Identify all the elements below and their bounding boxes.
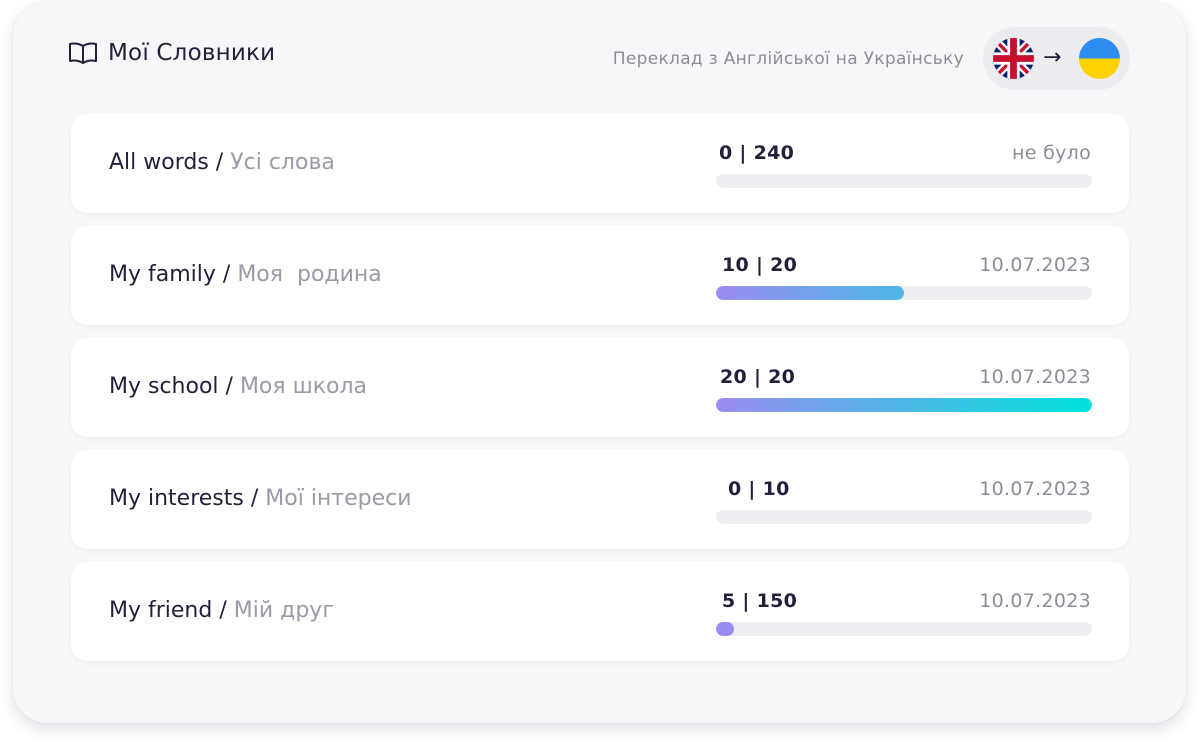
name-separator: / <box>208 150 231 175</box>
dictionary-name: All words / Усі слова <box>109 150 335 175</box>
dictionary-card-my-school[interactable]: My school / Моя школа 20 | 20 10.07.2023 <box>71 338 1129 437</box>
dictionary-name-ua: Мій друг <box>233 598 334 623</box>
uk-flag-icon <box>993 38 1034 79</box>
dictionary-name-ua: Моя родина <box>237 262 382 287</box>
name-separator: / <box>218 374 240 399</box>
last-studied-date: 10.07.2023 <box>979 590 1091 612</box>
word-count: 0 | 10 <box>728 478 790 500</box>
dictionary-name-en: All words <box>109 150 209 175</box>
dictionary-name-ua: Усі слова <box>230 150 335 175</box>
book-icon <box>69 42 97 64</box>
progress-bar <box>716 622 1092 636</box>
word-count: 20 | 20 <box>720 366 796 388</box>
dictionary-name-ua: Мої інтереси <box>265 486 412 511</box>
dictionaries-panel: Мої Словники Переклад з Англійської на У… <box>13 2 1186 723</box>
progress-bar <box>716 286 1092 300</box>
dictionary-name: My interests / Мої інтереси <box>109 486 412 511</box>
progress-bar <box>716 398 1092 412</box>
word-count: 0 | 240 <box>719 142 795 164</box>
translation-direction-label: Переклад з Англійської на Українську <box>612 49 964 69</box>
page-title: Мої Словники <box>108 40 276 66</box>
arrow-right-icon: → <box>1043 45 1062 70</box>
last-studied-date: 10.07.2023 <box>979 366 1091 388</box>
dictionary-name: My friend / Мій друг <box>109 598 334 623</box>
dictionary-name-ua: Моя школа <box>239 374 368 399</box>
language-switch-button[interactable]: → <box>983 27 1130 90</box>
last-studied-date: не було <box>1012 142 1091 164</box>
dictionary-name-en: My interests <box>109 486 244 511</box>
name-separator: / <box>212 598 234 623</box>
progress-fill <box>716 622 734 636</box>
dictionary-name: My family / Моя родина <box>109 262 382 287</box>
panel-header: Мої Словники Переклад з Англійської на У… <box>13 2 1186 112</box>
title-group: Мої Словники <box>68 40 275 66</box>
dictionary-name-en: My family <box>109 262 216 287</box>
dictionary-card-all-words[interactable]: All words / Усі слова 0 | 240 не було <box>71 114 1129 213</box>
progress-bar <box>716 174 1092 188</box>
progress-fill <box>716 398 1092 412</box>
word-count: 5 | 150 <box>722 590 798 612</box>
word-count: 10 | 20 <box>722 254 798 276</box>
last-studied-date: 10.07.2023 <box>979 254 1091 276</box>
dictionary-card-my-friend[interactable]: My friend / Мій друг 5 | 150 10.07.2023 <box>71 562 1129 661</box>
dictionary-name-en: My friend <box>109 598 213 623</box>
name-separator: / <box>243 486 266 511</box>
dictionary-card-my-interests[interactable]: My interests / Мої інтереси 0 | 10 10.07… <box>71 450 1129 549</box>
ua-flag-icon <box>1079 38 1120 79</box>
name-separator: / <box>215 262 238 287</box>
progress-fill <box>716 286 904 300</box>
last-studied-date: 10.07.2023 <box>979 478 1091 500</box>
dictionary-card-my-family[interactable]: My family / Моя родина 10 | 20 10.07.202… <box>71 226 1129 325</box>
progress-bar <box>716 510 1092 524</box>
dictionary-name-en: My school <box>109 374 219 399</box>
dictionary-name: My school / Моя школа <box>109 374 367 399</box>
